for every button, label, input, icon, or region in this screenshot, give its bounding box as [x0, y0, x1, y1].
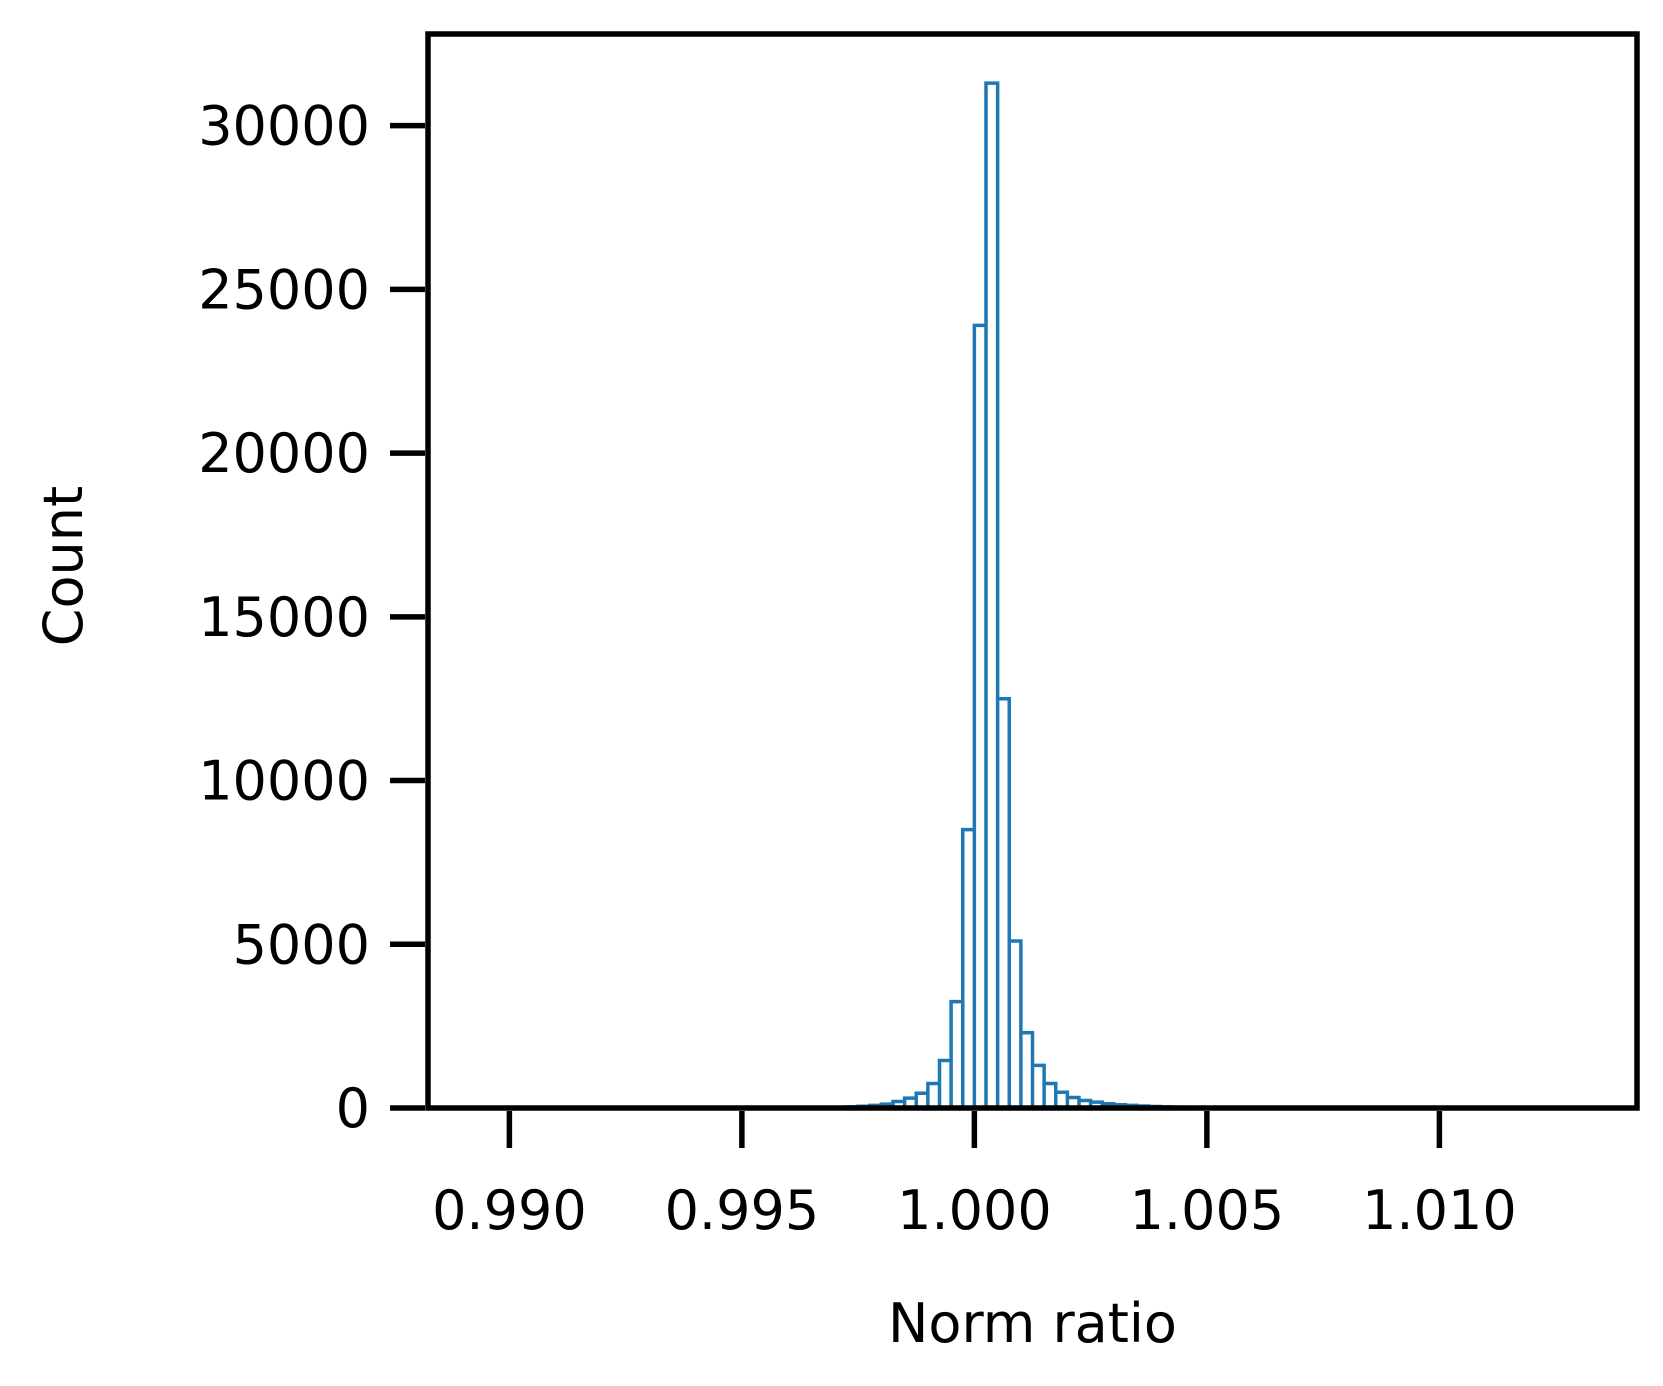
- x-axis-ticks: 0.990 0.995 1.000 1.005 1.010: [432, 1111, 1517, 1242]
- y-tick-label: 10000: [198, 750, 370, 813]
- x-tick-label: 1.010: [1362, 1179, 1517, 1242]
- y-axis-label: Count: [32, 486, 95, 646]
- y-tick-label: 0: [336, 1077, 370, 1140]
- y-tick-label: 5000: [233, 913, 370, 976]
- x-axis-label: Norm ratio: [888, 1292, 1177, 1355]
- y-tick-label: 20000: [198, 422, 370, 485]
- axes-frame: [425, 31, 1640, 1111]
- x-tick-label: 1.000: [897, 1179, 1052, 1242]
- histogram-series-outline: [833, 81, 1186, 1110]
- y-tick-label: 25000: [198, 258, 370, 321]
- y-tick-label: 30000: [198, 95, 370, 158]
- x-tick-label: 0.990: [432, 1179, 587, 1242]
- y-tick-label: 15000: [198, 586, 370, 649]
- x-tick-label: 1.005: [1130, 1179, 1285, 1242]
- plot-area: [833, 81, 1186, 1110]
- x-tick-label: 0.995: [665, 1179, 820, 1242]
- y-axis-ticks: 0 5000 10000 15000 20000 25000 30000: [198, 95, 425, 1140]
